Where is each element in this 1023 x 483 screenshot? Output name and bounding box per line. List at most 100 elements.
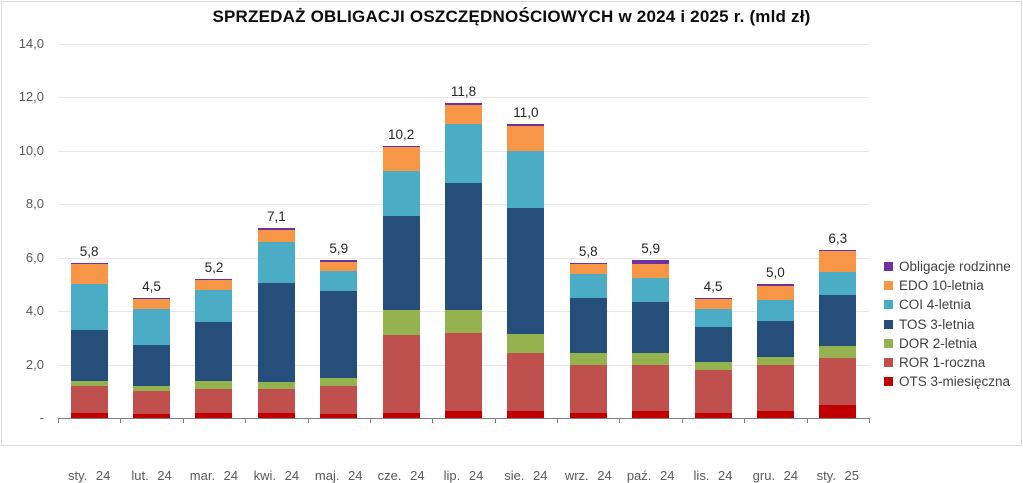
bar-segment-edo	[757, 286, 794, 301]
bar-segment-ror	[695, 370, 732, 413]
bar-total-label: 5,8	[558, 244, 618, 259]
bar-total-label: 4,5	[683, 279, 743, 294]
legend-swatch-icon	[884, 358, 893, 367]
bar-segment-ots	[258, 413, 295, 418]
x-tick-label: sty. 25	[798, 468, 878, 483]
bar-segment-tos	[507, 208, 544, 334]
bar-total-label: 10,2	[371, 127, 431, 142]
bar-maj-24	[320, 260, 357, 418]
bar-segment-ots	[570, 413, 607, 418]
bar-segment-ots	[695, 413, 732, 418]
bar-segment-ror	[507, 353, 544, 412]
bar-segment-ror	[819, 358, 856, 405]
bar-segment-tos	[71, 330, 108, 381]
x-axis-tick	[619, 418, 620, 423]
bar-segment-edo	[383, 147, 420, 171]
bar-total-label: 7,1	[246, 209, 306, 224]
bar-segment-tos	[445, 183, 482, 310]
bar-segment-edo	[632, 264, 669, 277]
bar-total-label: 4,5	[122, 279, 182, 294]
legend-item-coi: COI 4-letnia	[884, 295, 1011, 314]
bar-total-label: 5,2	[184, 260, 244, 275]
bar-segment-edo	[570, 264, 607, 273]
bar-segment-ots	[71, 413, 108, 418]
bar-lut-24	[133, 298, 170, 418]
bar-segment-ror	[258, 389, 295, 413]
x-axis-tick	[869, 418, 870, 423]
bar-segment-coi	[320, 271, 357, 291]
bar-segment-coi	[695, 309, 732, 328]
legend-swatch-icon	[884, 339, 893, 348]
y-tick-label: 6,0	[0, 250, 44, 265]
bar-gru-24	[757, 284, 794, 418]
bar-mar-24	[195, 279, 232, 418]
bar-segment-ror	[71, 386, 108, 413]
bar-total-label: 11,8	[434, 84, 494, 99]
bar-segment-ror	[632, 365, 669, 412]
bar-segment-ots	[133, 414, 170, 418]
bar-segment-dor	[320, 378, 357, 386]
y-tick-label: 10,0	[0, 143, 44, 158]
bar-kwi-24	[258, 228, 295, 418]
legend-label: EDO 10-letnia	[899, 278, 984, 293]
bar-segment-ror	[133, 391, 170, 414]
y-tick-label: 2,0	[0, 357, 44, 372]
bar-wrz-24	[570, 263, 607, 418]
bar-segment-dor	[819, 346, 856, 358]
bar-segment-tos	[570, 298, 607, 353]
bar-segment-tos	[632, 302, 669, 353]
bar-segment-tos	[695, 327, 732, 362]
y-tick-label: -	[0, 410, 44, 425]
y-tick-label: 14,0	[0, 36, 44, 51]
chart-title: SPRZEDAŻ OBLIGACJI OSZCZĘDNOŚCIOWYCH w 2…	[0, 7, 1023, 27]
bar-total-label: 5,9	[621, 241, 681, 256]
bar-segment-ots	[632, 411, 669, 418]
bar-segment-ots	[757, 411, 794, 418]
legend-item-edo: EDO 10-letnia	[884, 276, 1011, 295]
x-axis-tick	[744, 418, 745, 423]
bar-segment-coi	[258, 242, 295, 283]
bar-segment-ror	[320, 386, 357, 414]
bar-segment-coi	[383, 171, 420, 216]
bar-segment-coi	[71, 284, 108, 329]
bar-segment-dor	[507, 334, 544, 353]
bar-segment-coi	[819, 272, 856, 295]
gridline	[58, 44, 869, 45]
bar-segment-ots	[195, 413, 232, 418]
bar-total-label: 11,0	[496, 105, 556, 120]
x-axis-tick	[308, 418, 309, 423]
legend-item-ror: ROR 1-roczna	[884, 353, 1011, 372]
bar-segment-edo	[320, 262, 357, 271]
legend-item-obligacje: Obligacje rodzinne	[884, 257, 1011, 276]
legend-label: COI 4-letnia	[899, 297, 971, 312]
bar-segment-edo	[445, 105, 482, 124]
bar-segment-dor	[757, 357, 794, 365]
y-tick-label: 12,0	[0, 89, 44, 104]
bar-segment-ror	[570, 365, 607, 413]
bar-segment-edo	[507, 126, 544, 151]
bar-paź-24	[632, 260, 669, 418]
legend-swatch-icon	[884, 300, 893, 309]
bar-total-label: 6,3	[808, 231, 868, 246]
bar-segment-coi	[757, 300, 794, 320]
bar-segment-ots	[445, 411, 482, 418]
bar-segment-coi	[507, 151, 544, 208]
legend-item-dor: DOR 2-letnia	[884, 334, 1011, 353]
bar-segment-ots	[383, 413, 420, 418]
bar-total-label: 5,9	[309, 241, 369, 256]
bar-sie-24	[507, 124, 544, 418]
y-tick-label: 8,0	[0, 196, 44, 211]
bar-segment-ots	[819, 405, 856, 418]
bar-segment-ror	[445, 333, 482, 412]
legend-label: TOS 3-letnia	[899, 317, 975, 332]
legend-label: DOR 2-letnia	[899, 336, 977, 351]
bar-segment-dor	[445, 310, 482, 333]
bar-segment-edo	[819, 251, 856, 272]
x-axis-tick	[557, 418, 558, 423]
bar-segment-ots	[320, 414, 357, 418]
x-axis-tick	[432, 418, 433, 423]
bar-segment-dor	[570, 353, 607, 365]
legend-item-tos: TOS 3-letnia	[884, 315, 1011, 334]
legend-swatch-icon	[884, 377, 893, 386]
